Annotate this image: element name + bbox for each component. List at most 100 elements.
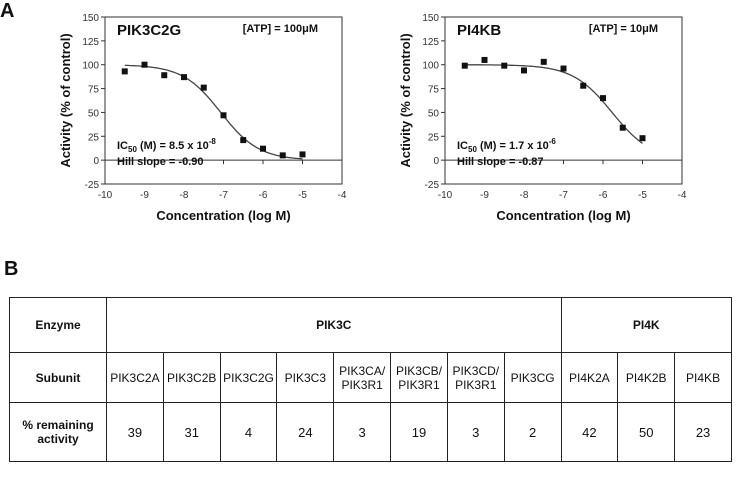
subunit-cell: PI4K2A — [560, 352, 619, 403]
data-point — [580, 82, 587, 89]
enzyme-label-cell: Enzyme — [9, 297, 107, 353]
subunit-cell: PIK3CG — [503, 352, 562, 403]
y-tick-label: -25 — [85, 180, 100, 191]
activity-value-cell: 39 — [106, 402, 164, 462]
x-tick-label: -5 — [298, 190, 307, 201]
subunit-line1: PIK3C2G — [223, 370, 274, 385]
subunit-cell: PIK3CD/PIK3R1 — [446, 352, 505, 403]
x-tick-label: -10 — [98, 190, 113, 201]
pi4kb-dose-response-chart: -25 0 25 50 75 100 125 150 -10 -9 -8 -7 -6 -5 -4 PI4KB [… — [398, 13, 687, 223]
activity-row: % remaining activity 39 31 4 24 3 19 3 2 42 50 23 — [9, 402, 732, 462]
atp-label: [ATP] = 10μM — [589, 23, 658, 35]
activity-value-cell: 19 — [390, 402, 448, 462]
subunit-line1: PIK3C2B — [167, 370, 217, 385]
activity-value-cell: 4 — [219, 402, 278, 462]
ic50-prefix: IC — [457, 140, 468, 152]
ic50-label: IC50 (M) = 1.7 x 10-6 — [457, 137, 556, 154]
hill-slope-label: Hill slope = -0.90 — [117, 156, 204, 168]
panel-a-label: A — [0, 0, 15, 22]
data-point — [121, 68, 128, 75]
ic50-exponent: -6 — [549, 137, 557, 146]
y-tick-label: 150 — [82, 13, 99, 24]
subunit-label-cell: Subunit — [9, 352, 107, 403]
data-point — [181, 74, 187, 81]
x-axis-title: Concentration (log M) — [496, 208, 630, 223]
y-axis-title: Activity (% of control) — [58, 33, 73, 167]
subunit-line1: PI4K2B — [625, 370, 667, 385]
data-point — [161, 72, 168, 79]
y-tick-label: 100 — [82, 61, 99, 72]
y-tick-label: 0 — [433, 156, 439, 167]
y-tick-label: 25 — [428, 132, 440, 143]
y-tick-label: 125 — [82, 37, 99, 48]
data-point — [600, 95, 606, 102]
x-tick-label: -7 — [219, 190, 228, 201]
x-tick-label: -4 — [338, 190, 347, 201]
y-tick-label: 100 — [422, 61, 439, 72]
subunit-cell: PIK3CB/PIK3R1 — [390, 352, 448, 403]
data-point — [639, 135, 646, 142]
data-point — [619, 124, 626, 131]
hill-slope-label: Hill slope = -0.87 — [457, 156, 544, 168]
y-axis-title: Activity (% of control) — [398, 33, 413, 167]
x-tick-label: -9 — [480, 190, 489, 201]
x-tick-label: -6 — [599, 190, 608, 201]
subunit-line2: PIK3R1 — [398, 377, 440, 392]
ic50-label: IC50 (M) = 8.5 x 10-8 — [117, 137, 216, 154]
data-point — [240, 137, 247, 144]
data-point — [521, 67, 527, 74]
data-point — [461, 62, 468, 69]
plot-frame — [104, 16, 343, 185]
x-tick-label: -5 — [638, 190, 647, 201]
data-point — [481, 56, 488, 63]
panel-b-label: B — [4, 258, 19, 280]
ic50-value: (M) = 8.5 x 10 — [137, 140, 209, 152]
enzyme-activity-table: Enzyme PIK3C PI4K Subunit PIK3C2A PIK3C2B… — [9, 297, 732, 462]
subunit-line1: PI4K2A — [569, 370, 610, 385]
y-tick-label: 50 — [88, 108, 100, 119]
x-tick-label: -10 — [438, 190, 453, 201]
fit-curve — [464, 64, 643, 144]
activity-value-cell: 24 — [276, 402, 335, 462]
y-tick-label: -25 — [425, 180, 440, 191]
activity-label-line1: % remaining — [22, 418, 94, 432]
x-tick-label: -7 — [559, 190, 568, 201]
ic50-subscript: 50 — [128, 145, 137, 154]
atp-label: [ATP] = 100μM — [243, 23, 318, 35]
y-tick-label: 0 — [93, 156, 99, 167]
chart-title: PIK3C2G — [117, 22, 181, 39]
group-pik3c-cell: PIK3C — [106, 297, 562, 353]
subunit-line1: PIK3CG — [510, 370, 555, 385]
chart-title: PI4KB — [457, 22, 501, 39]
y-tick-label: 25 — [88, 132, 100, 143]
subunit-line1: PIK3CA/ — [339, 363, 386, 378]
subunit-line1: PIK3CB/ — [395, 363, 442, 378]
subunit-cell: PI4K2B — [617, 352, 676, 403]
subunit-line1: PIK3C2A — [110, 370, 160, 385]
data-point — [501, 62, 508, 69]
group-pi4k-cell: PI4K — [560, 297, 732, 353]
y-tick-label: 75 — [88, 85, 100, 96]
fit-curve — [124, 64, 303, 160]
activity-value-cell: 3 — [446, 402, 505, 462]
activity-label-cell: % remaining activity — [9, 402, 107, 462]
data-point — [220, 112, 227, 119]
subunit-cell: PIK3C2A — [106, 352, 164, 403]
y-tick-label: 125 — [422, 37, 439, 48]
x-tick-label: -4 — [678, 190, 687, 201]
data-point — [299, 151, 306, 158]
subunit-cell: PIK3C2B — [162, 352, 221, 403]
activity-value-cell: 50 — [617, 402, 676, 462]
ic50-exponent: -8 — [209, 137, 217, 146]
activity-value-cell: 3 — [333, 402, 392, 462]
subunit-cell: PI4KB — [674, 352, 732, 403]
ic50-value: (M) = 1.7 x 10 — [477, 140, 549, 152]
x-tick-label: -8 — [180, 190, 189, 201]
data-point — [260, 145, 266, 152]
activity-value-cell: 31 — [162, 402, 221, 462]
subunit-cell: PIK3CA/PIK3R1 — [333, 352, 392, 403]
x-axis-title: Concentration (log M) — [156, 208, 290, 223]
activity-value-cell: 23 — [674, 402, 732, 462]
subunit-line2: PIK3R1 — [341, 377, 383, 392]
plot-frame — [444, 16, 683, 185]
